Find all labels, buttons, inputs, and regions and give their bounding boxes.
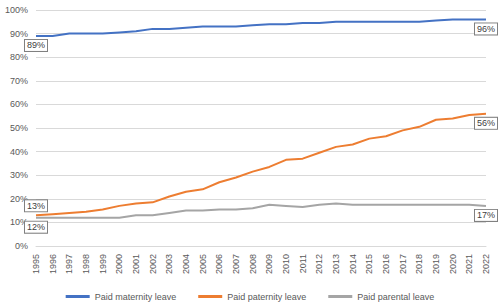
svg-text:Paid paternity leave: Paid paternity leave bbox=[227, 292, 306, 302]
svg-text:56%: 56% bbox=[477, 118, 495, 128]
svg-text:2007: 2007 bbox=[231, 254, 241, 274]
svg-text:12%: 12% bbox=[27, 222, 45, 232]
svg-text:1996: 1996 bbox=[48, 254, 58, 274]
svg-text:2006: 2006 bbox=[214, 254, 224, 274]
svg-text:10%: 10% bbox=[10, 217, 28, 228]
svg-text:1995: 1995 bbox=[31, 254, 41, 274]
svg-text:2012: 2012 bbox=[314, 254, 324, 274]
svg-text:2003: 2003 bbox=[164, 254, 174, 274]
svg-text:20%: 20% bbox=[10, 193, 28, 204]
svg-text:50%: 50% bbox=[10, 123, 28, 133]
svg-text:2009: 2009 bbox=[264, 254, 274, 274]
svg-text:40%: 40% bbox=[10, 147, 28, 157]
svg-text:1999: 1999 bbox=[98, 254, 108, 274]
svg-text:80%: 80% bbox=[10, 52, 28, 62]
svg-text:2004: 2004 bbox=[181, 254, 191, 274]
svg-text:2019: 2019 bbox=[431, 254, 441, 274]
svg-text:60%: 60% bbox=[10, 99, 28, 109]
svg-text:2002: 2002 bbox=[148, 254, 158, 274]
svg-text:2013: 2013 bbox=[331, 254, 341, 274]
svg-text:2010: 2010 bbox=[281, 254, 291, 274]
svg-text:1998: 1998 bbox=[81, 254, 91, 274]
svg-text:100%: 100% bbox=[5, 5, 28, 15]
svg-text:90%: 90% bbox=[10, 29, 28, 39]
svg-text:0%: 0% bbox=[15, 241, 28, 251]
svg-text:2005: 2005 bbox=[198, 254, 208, 274]
svg-text:2008: 2008 bbox=[248, 254, 258, 274]
svg-text:2016: 2016 bbox=[381, 254, 391, 274]
svg-text:89%: 89% bbox=[27, 40, 45, 50]
svg-text:2020: 2020 bbox=[448, 254, 458, 274]
svg-text:2014: 2014 bbox=[348, 254, 358, 274]
svg-text:2001: 2001 bbox=[131, 254, 141, 274]
svg-text:2015: 2015 bbox=[364, 254, 374, 274]
svg-text:96%: 96% bbox=[477, 24, 495, 34]
svg-text:2021: 2021 bbox=[464, 254, 474, 274]
svg-text:13%: 13% bbox=[27, 201, 45, 211]
svg-text:70%: 70% bbox=[10, 76, 28, 86]
svg-text:2018: 2018 bbox=[414, 254, 424, 274]
svg-text:2017: 2017 bbox=[398, 254, 408, 274]
svg-text:Paid parental leave: Paid parental leave bbox=[357, 292, 434, 302]
svg-text:2011: 2011 bbox=[298, 254, 308, 273]
svg-text:17%: 17% bbox=[477, 210, 495, 220]
svg-text:30%: 30% bbox=[10, 170, 28, 180]
svg-text:1997: 1997 bbox=[64, 254, 74, 274]
svg-text:2022: 2022 bbox=[481, 254, 491, 274]
svg-text:Paid maternity leave: Paid maternity leave bbox=[95, 292, 177, 302]
svg-text:2000: 2000 bbox=[114, 254, 124, 274]
